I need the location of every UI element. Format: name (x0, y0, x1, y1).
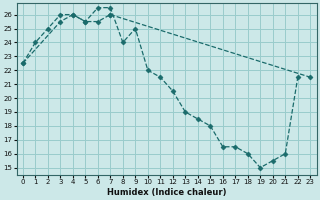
X-axis label: Humidex (Indice chaleur): Humidex (Indice chaleur) (107, 188, 226, 197)
